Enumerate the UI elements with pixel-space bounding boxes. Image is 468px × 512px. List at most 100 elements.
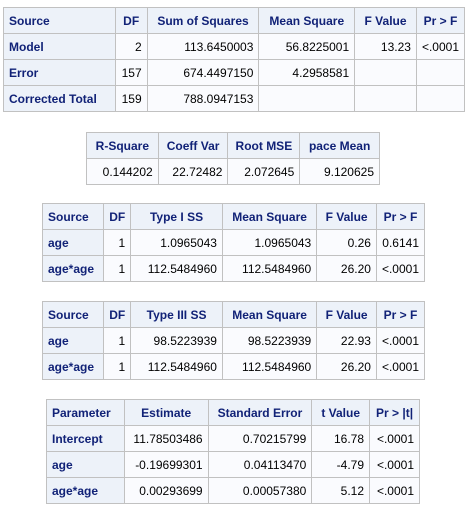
anova-header-source: Source xyxy=(3,7,116,34)
type3-header-f: F Value xyxy=(316,301,377,328)
table-row: Error 157 674.4497150 4.2958581 xyxy=(3,59,466,86)
cell: <.0001 xyxy=(369,477,420,504)
cell: 0.70215799 xyxy=(207,425,313,452)
type1-header-source: Source xyxy=(41,203,105,230)
cell: <.0001 xyxy=(369,451,420,478)
type1-header-f: F Value xyxy=(316,203,377,230)
cell xyxy=(258,85,356,112)
fit-header-mean: pace Mean xyxy=(299,132,380,159)
fit-header-row: R-Square Coeff Var Root MSE pace Mean xyxy=(86,132,380,159)
params-header-p: Pr > |t| xyxy=(369,399,420,426)
table-row: age*age 1 112.5484960 112.5484960 26.20 … xyxy=(41,353,426,380)
table-row: age*age 0.00293699 0.00057380 5.12 <.000… xyxy=(46,477,420,504)
cell: 98.5223939 xyxy=(130,327,223,354)
cell: 159 xyxy=(114,85,148,112)
cell: 112.5484960 xyxy=(221,353,318,380)
table-row: 0.144202 22.72482 2.072645 9.120625 xyxy=(86,158,380,185)
type3-header-ms: Mean Square xyxy=(221,301,318,328)
params-header-parameter: Parameter xyxy=(46,399,125,426)
cell: <.0001 xyxy=(369,425,420,452)
cell: 1 xyxy=(103,353,132,380)
type3-header-ss: Type III SS xyxy=(130,301,223,328)
cell: 0.144202 xyxy=(86,158,159,185)
row-label: Error xyxy=(3,59,116,86)
row-label: age*age xyxy=(41,255,105,282)
anova-header-row: Source DF Sum of Squares Mean Square F V… xyxy=(3,7,466,34)
cell: 112.5484960 xyxy=(221,255,318,282)
table-row: Model 2 113.6450003 56.8225001 13.23 <.0… xyxy=(3,33,466,60)
cell xyxy=(415,85,466,112)
anova-header-p: Pr > F xyxy=(415,7,466,34)
type3-header-p: Pr > F xyxy=(375,301,426,328)
cell: 0.00057380 xyxy=(207,477,313,504)
cell: 1 xyxy=(103,327,132,354)
type3-ss-table: Source DF Type III SS Mean Square F Valu… xyxy=(41,301,426,380)
type1-header-p: Pr > F xyxy=(375,203,426,230)
cell: 0.04113470 xyxy=(207,451,313,478)
anova-header-df: DF xyxy=(114,7,148,34)
cell: 98.5223939 xyxy=(221,327,318,354)
params-header-row: Parameter Estimate Standard Error t Valu… xyxy=(46,399,420,426)
fit-header-rootmse: Root MSE xyxy=(227,132,301,159)
cell: 157 xyxy=(114,59,148,86)
row-label: age xyxy=(41,229,105,256)
fit-header-rsquare: R-Square xyxy=(86,132,159,159)
cell: -4.79 xyxy=(311,451,371,478)
fit-statistics-table: R-Square Coeff Var Root MSE pace Mean 0.… xyxy=(86,132,380,185)
cell: 22.93 xyxy=(316,327,377,354)
cell: 11.78503486 xyxy=(123,425,209,452)
cell: 1.0965043 xyxy=(130,229,223,256)
row-label: age*age xyxy=(41,353,105,380)
cell: <.0001 xyxy=(415,33,466,60)
type3-header-df: DF xyxy=(103,301,132,328)
cell: 1.0965043 xyxy=(221,229,318,256)
cell: -0.19699301 xyxy=(123,451,209,478)
parameter-estimates-table: Parameter Estimate Standard Error t Valu… xyxy=(46,399,420,504)
table-row: Corrected Total 159 788.0947153 xyxy=(3,85,466,112)
table-row: age 1 1.0965043 1.0965043 0.26 0.6141 xyxy=(41,229,426,256)
cell: 1 xyxy=(103,229,132,256)
params-header-estimate: Estimate xyxy=(123,399,209,426)
fit-header-coeffvar: Coeff Var xyxy=(157,132,229,159)
row-label: Intercept xyxy=(46,425,125,452)
cell: 1 xyxy=(103,255,132,282)
cell: 674.4497150 xyxy=(146,59,260,86)
cell: 2.072645 xyxy=(227,158,301,185)
cell: 26.20 xyxy=(316,353,377,380)
cell: 5.12 xyxy=(311,477,371,504)
table-row: age -0.19699301 0.04113470 -4.79 <.0001 xyxy=(46,451,420,478)
type1-ss-table: Source DF Type I SS Mean Square F Value … xyxy=(41,203,426,282)
cell: 16.78 xyxy=(311,425,371,452)
cell: 112.5484960 xyxy=(130,353,223,380)
anova-table: Source DF Sum of Squares Mean Square F V… xyxy=(3,7,466,112)
cell: 13.23 xyxy=(354,33,417,60)
cell: 113.6450003 xyxy=(146,33,260,60)
table-row: Intercept 11.78503486 0.70215799 16.78 <… xyxy=(46,425,420,452)
cell: <.0001 xyxy=(375,327,426,354)
type3-header-source: Source xyxy=(41,301,105,328)
row-label: age xyxy=(41,327,105,354)
cell: 22.72482 xyxy=(157,158,229,185)
anova-header-ms: Mean Square xyxy=(258,7,356,34)
row-label: Corrected Total xyxy=(3,85,116,112)
cell: 0.00293699 xyxy=(123,477,209,504)
type1-header-ms: Mean Square xyxy=(221,203,318,230)
cell: 4.2958581 xyxy=(258,59,356,86)
type1-header-row: Source DF Type I SS Mean Square F Value … xyxy=(41,203,426,230)
cell xyxy=(415,59,466,86)
cell: 788.0947153 xyxy=(146,85,260,112)
params-header-t: t Value xyxy=(311,399,371,426)
table-row: age*age 1 112.5484960 112.5484960 26.20 … xyxy=(41,255,426,282)
cell: 56.8225001 xyxy=(258,33,356,60)
cell xyxy=(354,59,417,86)
cell: <.0001 xyxy=(375,353,426,380)
cell xyxy=(354,85,417,112)
params-header-stderr: Standard Error xyxy=(207,399,313,426)
cell: 112.5484960 xyxy=(130,255,223,282)
anova-header-f: F Value xyxy=(354,7,417,34)
cell: 9.120625 xyxy=(299,158,380,185)
type1-header-ss: Type I SS xyxy=(130,203,223,230)
cell: <.0001 xyxy=(375,255,426,282)
cell: 0.26 xyxy=(316,229,377,256)
cell: 26.20 xyxy=(316,255,377,282)
